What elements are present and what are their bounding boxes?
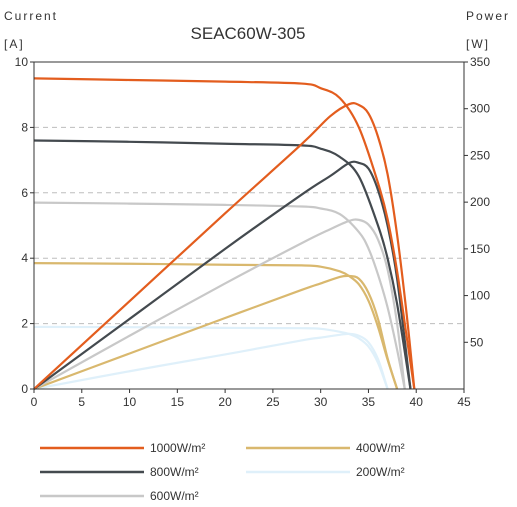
legend-label-400wm: 400W/m² — [356, 441, 405, 455]
iv-curve-800wm — [33, 139, 412, 390]
right-tick-label: 200 — [470, 195, 490, 209]
x-tick-label: 25 — [266, 395, 280, 409]
right-tick-label: 100 — [470, 289, 490, 303]
left-tick-label: 6 — [21, 186, 28, 200]
x-tick-label: 45 — [457, 395, 471, 409]
x-tick-label: 20 — [218, 395, 232, 409]
legend-label-600wm: 600W/m² — [150, 489, 199, 503]
legend-label-200wm: 200W/m² — [356, 465, 405, 479]
left-tick-label: 10 — [15, 55, 29, 69]
right-tick-label: 150 — [470, 242, 490, 256]
legend-label-1000wm: 1000W/m² — [150, 441, 205, 455]
x-tick-label: 10 — [123, 395, 137, 409]
right-tick-label: 300 — [470, 102, 490, 116]
pv-curve-1000wm — [33, 102, 416, 390]
left-tick-label: 0 — [21, 382, 28, 396]
right-tick-label: 350 — [470, 55, 490, 69]
x-tick-label: 30 — [314, 395, 328, 409]
x-tick-label: 40 — [410, 395, 424, 409]
x-tick-label: 35 — [362, 395, 376, 409]
iv-curve-1000wm — [33, 77, 416, 390]
pv-curve-600wm — [33, 218, 406, 390]
x-tick-label: 15 — [171, 395, 185, 409]
chart-title: SEAC60W-305 — [191, 24, 306, 43]
axes — [33, 61, 465, 390]
left-tick-label: 4 — [21, 251, 28, 265]
iv-curve-600wm — [33, 201, 406, 390]
left-axis-label: Current — [4, 9, 58, 23]
iv-curve-200wm — [33, 325, 389, 390]
left-tick-label: 8 — [21, 120, 28, 134]
legend: 1000W/m² 800W/m² 600W/m² 400W/m² 200W/m² — [40, 441, 405, 503]
legend-label-800wm: 800W/m² — [150, 465, 199, 479]
tick-labels: 0 2 4 6 8 10 50 100 150 200 250 300 350 0 5 10 15 20 25 30 3… — [15, 55, 491, 409]
x-tick-label: 0 — [31, 395, 38, 409]
left-tick-label: 2 — [21, 317, 28, 331]
pv-curve-400wm — [33, 274, 399, 391]
x-tick-label: 5 — [78, 395, 85, 409]
curves — [33, 77, 416, 391]
right-axis-unit: [W] — [466, 37, 490, 51]
right-axis-label: Power — [466, 9, 510, 23]
pv-curve-200wm — [33, 332, 389, 391]
pv-curve-800wm — [33, 160, 412, 390]
left-axis-unit: [A] — [4, 37, 25, 51]
right-tick-label: 50 — [470, 335, 484, 349]
iv-curve-400wm — [33, 262, 399, 390]
right-tick-label: 250 — [470, 148, 490, 162]
